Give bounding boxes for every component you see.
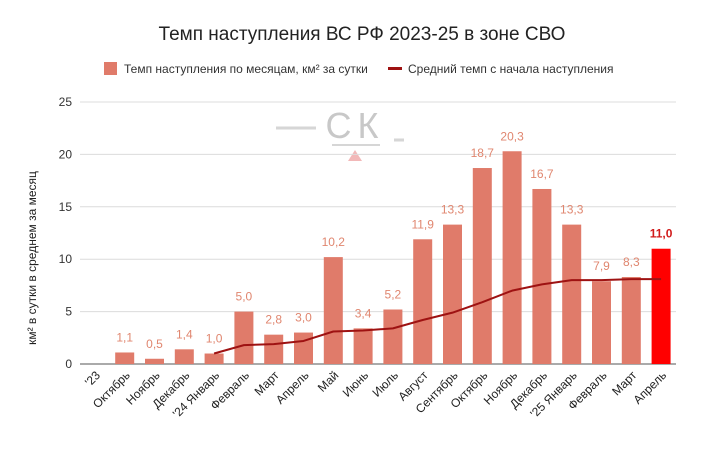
bar-value-label: 11,0: [650, 227, 673, 241]
bar-value-label: 13,3: [560, 203, 584, 217]
bar: [592, 281, 611, 364]
bar-value-label: 11,9: [411, 217, 434, 231]
bar: [621, 277, 641, 364]
x-tick-label: Апрель: [273, 368, 312, 407]
bar: [562, 224, 582, 364]
bar: [383, 309, 403, 364]
bar: [234, 311, 254, 364]
legend-swatch-bars: [104, 62, 117, 75]
bar: [264, 334, 284, 364]
bar: [353, 328, 373, 364]
average-line: [213, 278, 662, 355]
y-tick-label: 5: [65, 305, 72, 319]
watermark-triangle: [348, 150, 362, 161]
bar: [472, 168, 492, 364]
bar-value-label: 5,0: [236, 290, 253, 304]
bar: [532, 188, 552, 364]
y-axis-label: км² в сутки в среднем за месяц: [25, 171, 39, 345]
bar: [204, 353, 224, 364]
bar-value-label: 1,1: [116, 330, 133, 344]
y-tick-label: 20: [59, 147, 73, 161]
bar: [294, 332, 313, 364]
bar: [502, 151, 522, 364]
bar: [145, 358, 164, 364]
y-tick-label: 25: [59, 95, 73, 109]
bar-highlight: [651, 248, 671, 364]
bar-value-label: 7,9: [593, 259, 610, 273]
x-tick-label: Май: [315, 368, 342, 395]
bar-value-label: 16,7: [530, 167, 554, 181]
bar-value-label: 20,3: [500, 129, 524, 143]
bar-value-label: 18,7: [471, 146, 495, 160]
bar-value-label: 3,0: [295, 311, 312, 325]
y-tick-label: 0: [65, 357, 72, 371]
bar: [443, 224, 462, 364]
legend-swatch-line: [388, 67, 402, 70]
x-tick-label: Июнь: [340, 368, 371, 399]
bar-value-label: 2,8: [265, 313, 282, 327]
x-tick-label: '23: [82, 368, 103, 389]
y-tick-label: 15: [59, 200, 73, 214]
bar: [174, 349, 194, 364]
watermark-text: СК: [326, 105, 385, 146]
y-tick-label: 10: [59, 252, 73, 266]
legend: Темп наступления по месяцам, км² за сутк…: [104, 62, 613, 76]
bar-value-label: 13,3: [441, 203, 465, 217]
bar-value-label: 5,2: [385, 288, 402, 302]
bar: [323, 257, 343, 364]
bar-value-label: 0,5: [146, 337, 163, 351]
legend-label-bars: Темп наступления по месяцам, км² за сутк…: [124, 62, 368, 76]
bar-value-label: 1,4: [176, 327, 193, 341]
bar: [413, 239, 433, 364]
bar-value-label: 3,4: [355, 306, 372, 320]
x-tick-label: Апрель: [631, 368, 670, 407]
chart-title: Темп наступления ВС РФ 2023-25 в зоне СВ…: [159, 24, 566, 45]
bar-value-label: 1,0: [206, 332, 223, 346]
watermark: СК: [276, 105, 404, 161]
legend-label-line: Средний темп с начала наступления: [408, 62, 613, 76]
bar: [115, 352, 135, 364]
bar-value-label: 8,3: [623, 255, 640, 269]
bar-value-label: 10,2: [322, 235, 346, 249]
